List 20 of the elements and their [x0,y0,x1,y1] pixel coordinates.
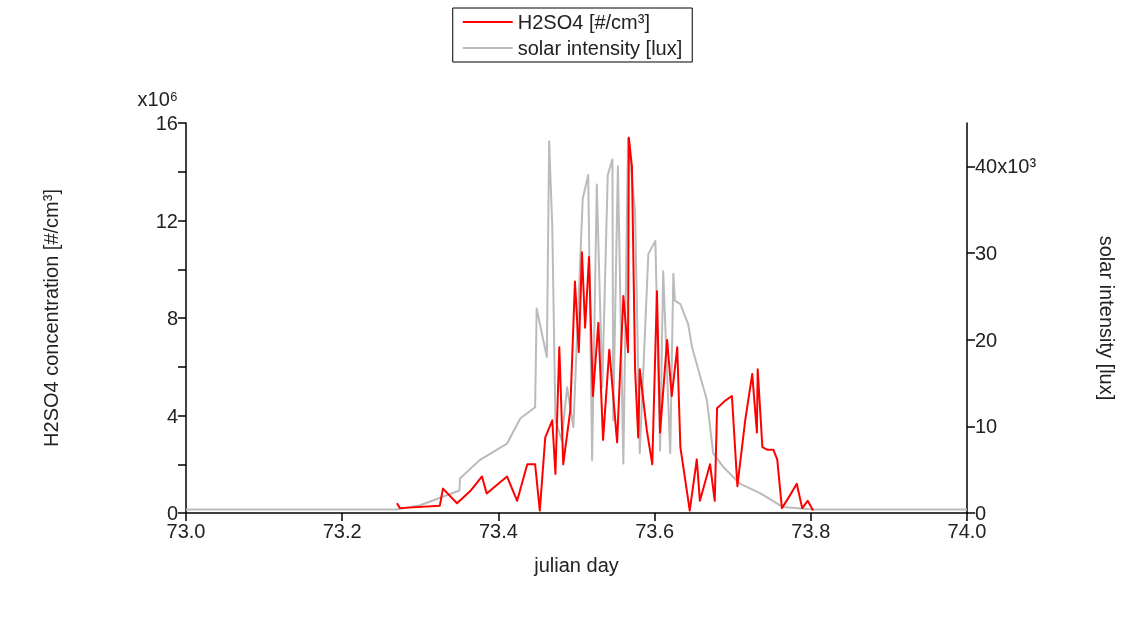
line-series [395,136,815,512]
y-tick-label: 16 [155,112,178,134]
y2-tick-label: 20 [975,328,998,351]
y-tick-label: 12 [155,209,178,232]
x-tick-label: 73.2 [322,520,362,542]
y2-tick-label: 30 [975,242,998,264]
y-tick-label: 4 [166,404,178,427]
y-axis-title: H2SO4 concentration [#/cm³] [40,189,62,447]
y2-tick-label: 40 [975,155,998,178]
legend-label: H2SO4 [#/cm³] [517,11,651,33]
text: x10³ [997,155,1037,178]
x-tick-label: 73.4 [478,520,518,542]
y2-tick-label: 10 [975,415,998,438]
x-axis-title: julian day [533,554,619,576]
x-tick-label: 73.6 [635,520,675,542]
legend-label: solar intensity [lux] [517,37,683,59]
x-tick-label: 73.8 [791,520,831,542]
text: x10⁶ [137,88,178,110]
y2-axis-title: solar intensity [lux] [1096,235,1118,401]
y-tick-label: 8 [166,307,178,329]
